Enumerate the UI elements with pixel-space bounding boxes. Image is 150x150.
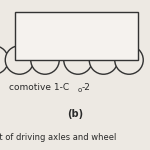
Circle shape [89,46,118,74]
Text: comotive 1-C: comotive 1-C [9,82,69,91]
Circle shape [5,46,34,74]
Text: nt of driving axles and wheel: nt of driving axles and wheel [0,134,116,142]
Bar [15,12,138,60]
Text: o: o [77,87,81,93]
Circle shape [115,46,143,74]
Circle shape [64,46,92,74]
Text: -2: -2 [81,82,90,91]
Text: (b): (b) [67,109,83,119]
Circle shape [31,46,59,74]
Circle shape [0,46,8,74]
